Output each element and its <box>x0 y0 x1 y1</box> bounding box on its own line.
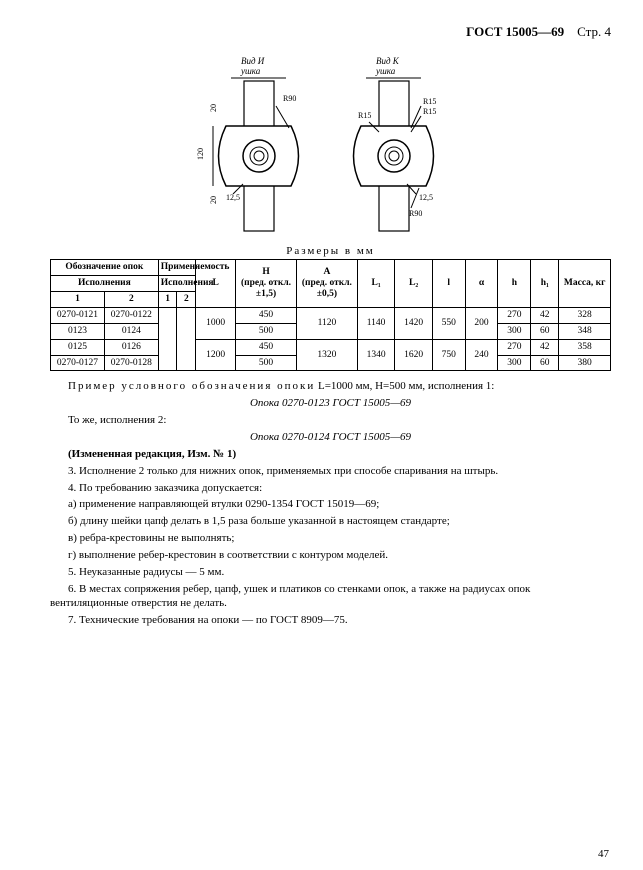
cell: 270 <box>498 307 531 323</box>
note-designation-2: Опока 0270-0124 ГОСТ 15005—69 <box>50 430 611 445</box>
cell: 0125 <box>51 339 105 355</box>
cell: 1620 <box>395 339 432 371</box>
th-alpha: α <box>465 260 498 308</box>
cell: 328 <box>559 307 611 323</box>
svg-text:R90: R90 <box>283 94 296 103</box>
cell: 500 <box>236 323 297 339</box>
th-mass: Масса, кг <box>559 260 611 308</box>
th-c1a: 1 <box>51 291 105 307</box>
cell: 42 <box>531 307 559 323</box>
cell: 270 <box>498 339 531 355</box>
cell: 358 <box>559 339 611 355</box>
svg-text:20: 20 <box>209 196 218 204</box>
th-h1: h₁ <box>531 260 559 308</box>
note-revision: (Измененная редакция, Изм. № 1) <box>50 447 611 462</box>
th-c2b: 2 <box>177 291 196 307</box>
th-isp2: Исполнения <box>158 275 195 291</box>
note-4v: в) ребра-крестовины не выполнять; <box>50 531 611 546</box>
note-5: 5. Неуказанные радиусы — 5 мм. <box>50 565 611 580</box>
page-label: Стр. 4 <box>577 24 611 39</box>
th-obz: Обозначение опок <box>51 260 159 276</box>
cell: 1340 <box>357 339 394 371</box>
svg-text:ушка: ушка <box>375 66 396 76</box>
table-row: 0125 0126 1200 450 1320 1340 1620 750 24… <box>51 339 611 355</box>
svg-text:R15: R15 <box>423 97 436 106</box>
cell <box>158 307 177 371</box>
cell: 348 <box>559 323 611 339</box>
cell: 750 <box>432 339 465 371</box>
svg-text:20: 20 <box>209 104 218 112</box>
th-c1b: 1 <box>158 291 177 307</box>
svg-text:120: 120 <box>196 148 205 160</box>
cell: 450 <box>236 339 297 355</box>
th-a: A (пред. откл. ±0,5) <box>296 260 357 308</box>
cell: 0123 <box>51 323 105 339</box>
cell: 1120 <box>296 307 357 339</box>
cell: 1200 <box>196 339 236 371</box>
page-number: 47 <box>598 848 609 860</box>
th-c2a: 2 <box>104 291 158 307</box>
cell: 0270-0128 <box>104 355 158 371</box>
notes-block: Пример условного обозначения опоки L=100… <box>50 379 611 628</box>
note-designation-1: Опока 0270-0123 ГОСТ 15005—69 <box>50 396 611 411</box>
cell: 500 <box>236 355 297 371</box>
note-4a: а) применение направляющей втулки 0290-1… <box>50 497 611 512</box>
cell: 300 <box>498 355 531 371</box>
page: ГОСТ 15005—69 Стр. 4 Вид И ушка <box>0 0 643 870</box>
note-7: 7. Технические требования на опоки — по … <box>50 613 611 628</box>
th-hh: h <box>498 260 531 308</box>
note-4g: г) выполнение ребер-крестовин в соответс… <box>50 548 611 563</box>
note-text: L=1000 мм, H=500 мм, исполнения 1: <box>318 380 494 392</box>
table-caption: Размеры в мм <box>50 245 611 257</box>
page-header: ГОСТ 15005—69 Стр. 4 <box>50 24 611 40</box>
svg-text:R90: R90 <box>409 209 422 218</box>
gost-number: ГОСТ 15005—69 <box>466 24 564 39</box>
svg-text:ушка: ушка <box>240 66 261 76</box>
cell: 300 <box>498 323 531 339</box>
note-example: Пример условного обозначения опоки L=100… <box>50 379 611 394</box>
note-4b: б) длину шейки цапф делать в 1,5 раза бо… <box>50 514 611 529</box>
note-3: 3. Исполнение 2 только для нижних опок, … <box>50 464 611 479</box>
drawing-svg: Вид И ушка 120 20 20 R90 <box>181 46 481 236</box>
note-same: То же, исполнения 2: <box>50 413 611 428</box>
th-l2: L₂ <box>395 260 432 308</box>
svg-text:12,5: 12,5 <box>226 193 240 202</box>
cell: 0270-0127 <box>51 355 105 371</box>
cell: 550 <box>432 307 465 339</box>
cell: 0124 <box>104 323 158 339</box>
cell: 200 <box>465 307 498 339</box>
table-row: 0270-0121 0270-0122 1000 450 1120 1140 1… <box>51 307 611 323</box>
cell: 0270-0122 <box>104 307 158 323</box>
note-4: 4. По требованию заказчика допускается: <box>50 481 611 496</box>
svg-text:R15: R15 <box>358 111 371 120</box>
cell <box>177 307 196 371</box>
svg-text:R15: R15 <box>423 107 436 116</box>
cell: 1320 <box>296 339 357 371</box>
th-l1: L₁ <box>357 260 394 308</box>
cell: 0270-0121 <box>51 307 105 323</box>
th-isp: Исполнения <box>51 275 159 291</box>
cell: 42 <box>531 339 559 355</box>
note-text: Пример условного обозначения опоки <box>68 380 315 392</box>
cell: 1140 <box>357 307 394 339</box>
cell: 0126 <box>104 339 158 355</box>
technical-drawings: Вид И ушка 120 20 20 R90 <box>50 46 611 241</box>
svg-text:Вид К: Вид К <box>376 56 400 66</box>
note-6: 6. В местах сопряжения ребер, цапф, ушек… <box>50 582 611 612</box>
cell: 1000 <box>196 307 236 339</box>
th-li: l <box>432 260 465 308</box>
svg-text:12,5: 12,5 <box>419 193 433 202</box>
left-view-title: Вид И <box>241 56 265 66</box>
cell: 1420 <box>395 307 432 339</box>
cell: 60 <box>531 355 559 371</box>
dimensions-table: Обозначение опок Применяемость L H (пред… <box>50 259 611 371</box>
cell: 450 <box>236 307 297 323</box>
cell: 380 <box>559 355 611 371</box>
th-h: H (пред. откл. ±1,5) <box>236 260 297 308</box>
cell: 240 <box>465 339 498 371</box>
th-prim: Применяемость <box>158 260 195 276</box>
cell: 60 <box>531 323 559 339</box>
